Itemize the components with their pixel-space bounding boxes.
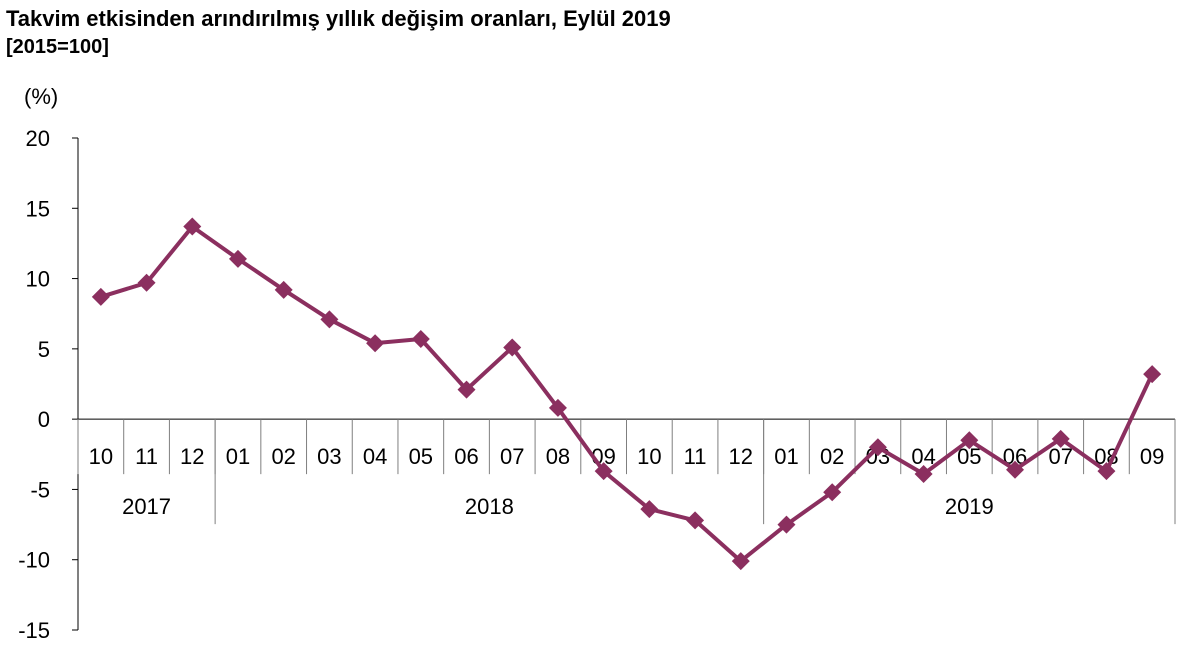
data-point-marker [457,380,476,399]
x-tick-label: 09 [1140,444,1164,469]
series-line [100,224,1154,564]
data-point-marker [320,310,339,329]
y-tick-label: 5 [38,337,50,362]
x-year-label: 2018 [465,494,514,519]
x-tick-label: 10 [89,444,113,469]
x-tick-label: 07 [500,444,524,469]
y-tick-label: 15 [26,196,50,221]
data-point-marker [137,273,156,292]
x-year-label: 2019 [945,494,994,519]
y-tick-label: 10 [26,267,50,292]
data-point-marker [548,398,567,417]
data-point-marker [228,249,247,268]
chart-title: Takvim etkisinden arındırılmış yıllık de… [6,6,671,31]
data-point-marker [411,330,430,349]
x-tick-label: 07 [1048,444,1072,469]
y-tick-label: 0 [38,407,50,432]
data-point-marker [640,500,659,519]
data-point-marker [274,280,293,299]
y-axis: 20 15 10 5 0 -5 -10 -15 [18,126,79,643]
data-point-marker [686,511,705,530]
x-tick-label: 01 [774,444,798,469]
y-tick-label: -15 [18,618,50,643]
x-axis: 2017 2018 2019 10 11 12 01 02 03 04 05 06 07 08 09 10 11… [77,418,1176,525]
data-point-marker [91,287,110,306]
x-tick-label: 10 [637,444,661,469]
data-point-marker [1006,460,1025,479]
data-point-marker [1143,365,1162,384]
data-point-marker [960,431,979,450]
x-tick-label: 12 [180,444,204,469]
x-tick-label: 11 [135,444,158,469]
y-axis-unit-label: (%) [24,84,59,109]
y-tick-label: -10 [18,548,50,573]
chart-subtitle: [2015=100] [6,36,109,58]
data-point-marker [183,217,202,236]
data-point-marker [823,483,842,502]
x-tick-label: 11 [684,444,707,469]
y-tick-label: 20 [26,126,50,151]
x-tick-label: 02 [820,444,844,469]
data-point-marker [594,462,613,481]
x-tick-label: 05 [409,444,433,469]
data-point-marker [503,338,522,357]
x-tick-label: 08 [546,444,570,469]
x-tick-label: 12 [729,444,753,469]
data-point-marker [777,515,796,534]
data-point-marker [366,334,385,353]
series [91,217,1162,571]
x-tick-label: 02 [271,444,295,469]
x-year-label: 2017 [122,494,171,519]
data-point-marker [868,438,887,457]
data-point-marker [1051,429,1070,448]
data-point-marker [1097,462,1116,481]
x-tick-label: 03 [317,444,341,469]
x-tick-label: 06 [454,444,478,469]
x-tick-label: 04 [363,444,387,469]
data-point-marker [731,552,750,571]
y-tick-label: -5 [30,477,50,502]
data-point-marker [914,464,933,483]
x-tick-label: 01 [226,444,250,469]
